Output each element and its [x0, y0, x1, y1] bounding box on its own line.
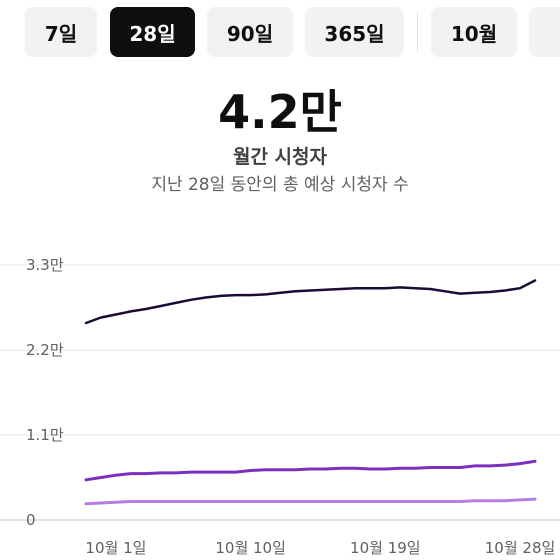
y-tick-label: 3.3만	[26, 256, 64, 274]
tab-28-days[interactable]: 28일	[110, 7, 195, 57]
series-line-3	[84, 497, 537, 506]
tab-365-days[interactable]: 365일	[305, 7, 404, 57]
monthly-viewers-value: 4.2만	[218, 85, 342, 139]
x-tick-label: 10월 28일	[485, 539, 556, 557]
period-selector: 7일 28일 90일 365일 10월 9	[0, 0, 560, 66]
monthly-viewers-description: 지난 28일 동안의 총 예상 시청자 수	[151, 175, 409, 195]
tab-october[interactable]: 10월	[431, 7, 517, 57]
y-tick-label: 0	[26, 511, 36, 529]
tab-september[interactable]: 9	[529, 7, 560, 57]
y-tick-label: 2.2만	[26, 341, 64, 359]
tab-7-days[interactable]: 7일	[25, 7, 97, 57]
x-tick-label: 10월 10일	[215, 539, 286, 557]
y-tick-label: 1.1만	[26, 426, 64, 444]
tab-90-days[interactable]: 90일	[207, 7, 293, 57]
monthly-viewers-label: 월간 시청자	[232, 146, 327, 168]
x-tick-label: 10월 1일	[85, 539, 146, 557]
x-tick-label: 10월 19일	[350, 539, 421, 557]
series-line-2	[84, 459, 537, 482]
series-line-1	[84, 279, 537, 325]
tab-divider	[417, 12, 418, 52]
